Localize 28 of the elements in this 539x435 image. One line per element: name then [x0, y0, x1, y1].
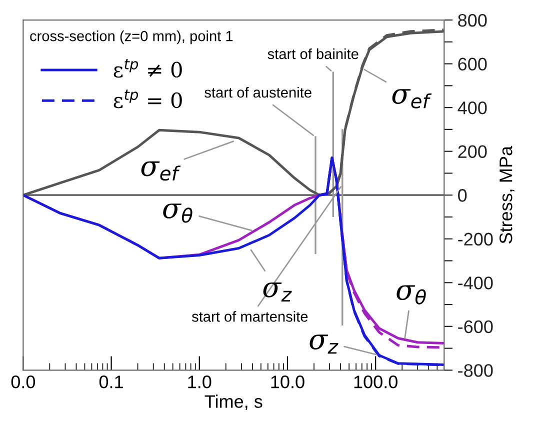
legend-label: ε$^{tp}$ ≠ 0 [114, 59, 182, 78]
y-tick-label: -600 [458, 320, 493, 334]
y-tick-label: 200 [458, 145, 487, 158]
x-tick-label: 0.1 [99, 376, 123, 388]
x-tick-label: 1.0 [188, 376, 212, 388]
y-tick-label: 600 [458, 58, 487, 70]
ref-line-label: start of martensite [192, 311, 308, 322]
text: cross-section (z=0 mm), point 1 [30, 30, 233, 44]
y-tick-label: -800 [458, 364, 493, 377]
x-axis-title: Time, s [204, 394, 262, 410]
annotation: σ$_{θ}$ [396, 285, 426, 304]
y-tick-label: 800 [458, 14, 487, 27]
y-axis-title: Stress, MPa [499, 146, 514, 244]
x-tick-label: 10.0 [271, 376, 304, 388]
y-tick-label: 0 [458, 189, 467, 202]
legend-label: ε$^{tp}$ = 0 [114, 90, 182, 108]
x-tick-label: 0.0 [11, 376, 36, 388]
annotation: σ$_{z}$ [263, 282, 292, 302]
ref-line-label: start of austenite [204, 86, 312, 98]
annotation: σ$_{ef}$ [392, 89, 432, 108]
y-tick-label: -400 [458, 276, 493, 290]
y-tick-label: 400 [458, 101, 487, 114]
annotation: σ$_{z}$ [310, 334, 338, 354]
x-tick-label: 100.0 [354, 376, 398, 388]
annotation: σ$_{θ}$ [163, 204, 192, 223]
y-tick-label: -200 [458, 232, 493, 246]
ref-line-label: start of bainite [268, 48, 358, 60]
annotation: σ$_{ef}$ [141, 161, 181, 181]
